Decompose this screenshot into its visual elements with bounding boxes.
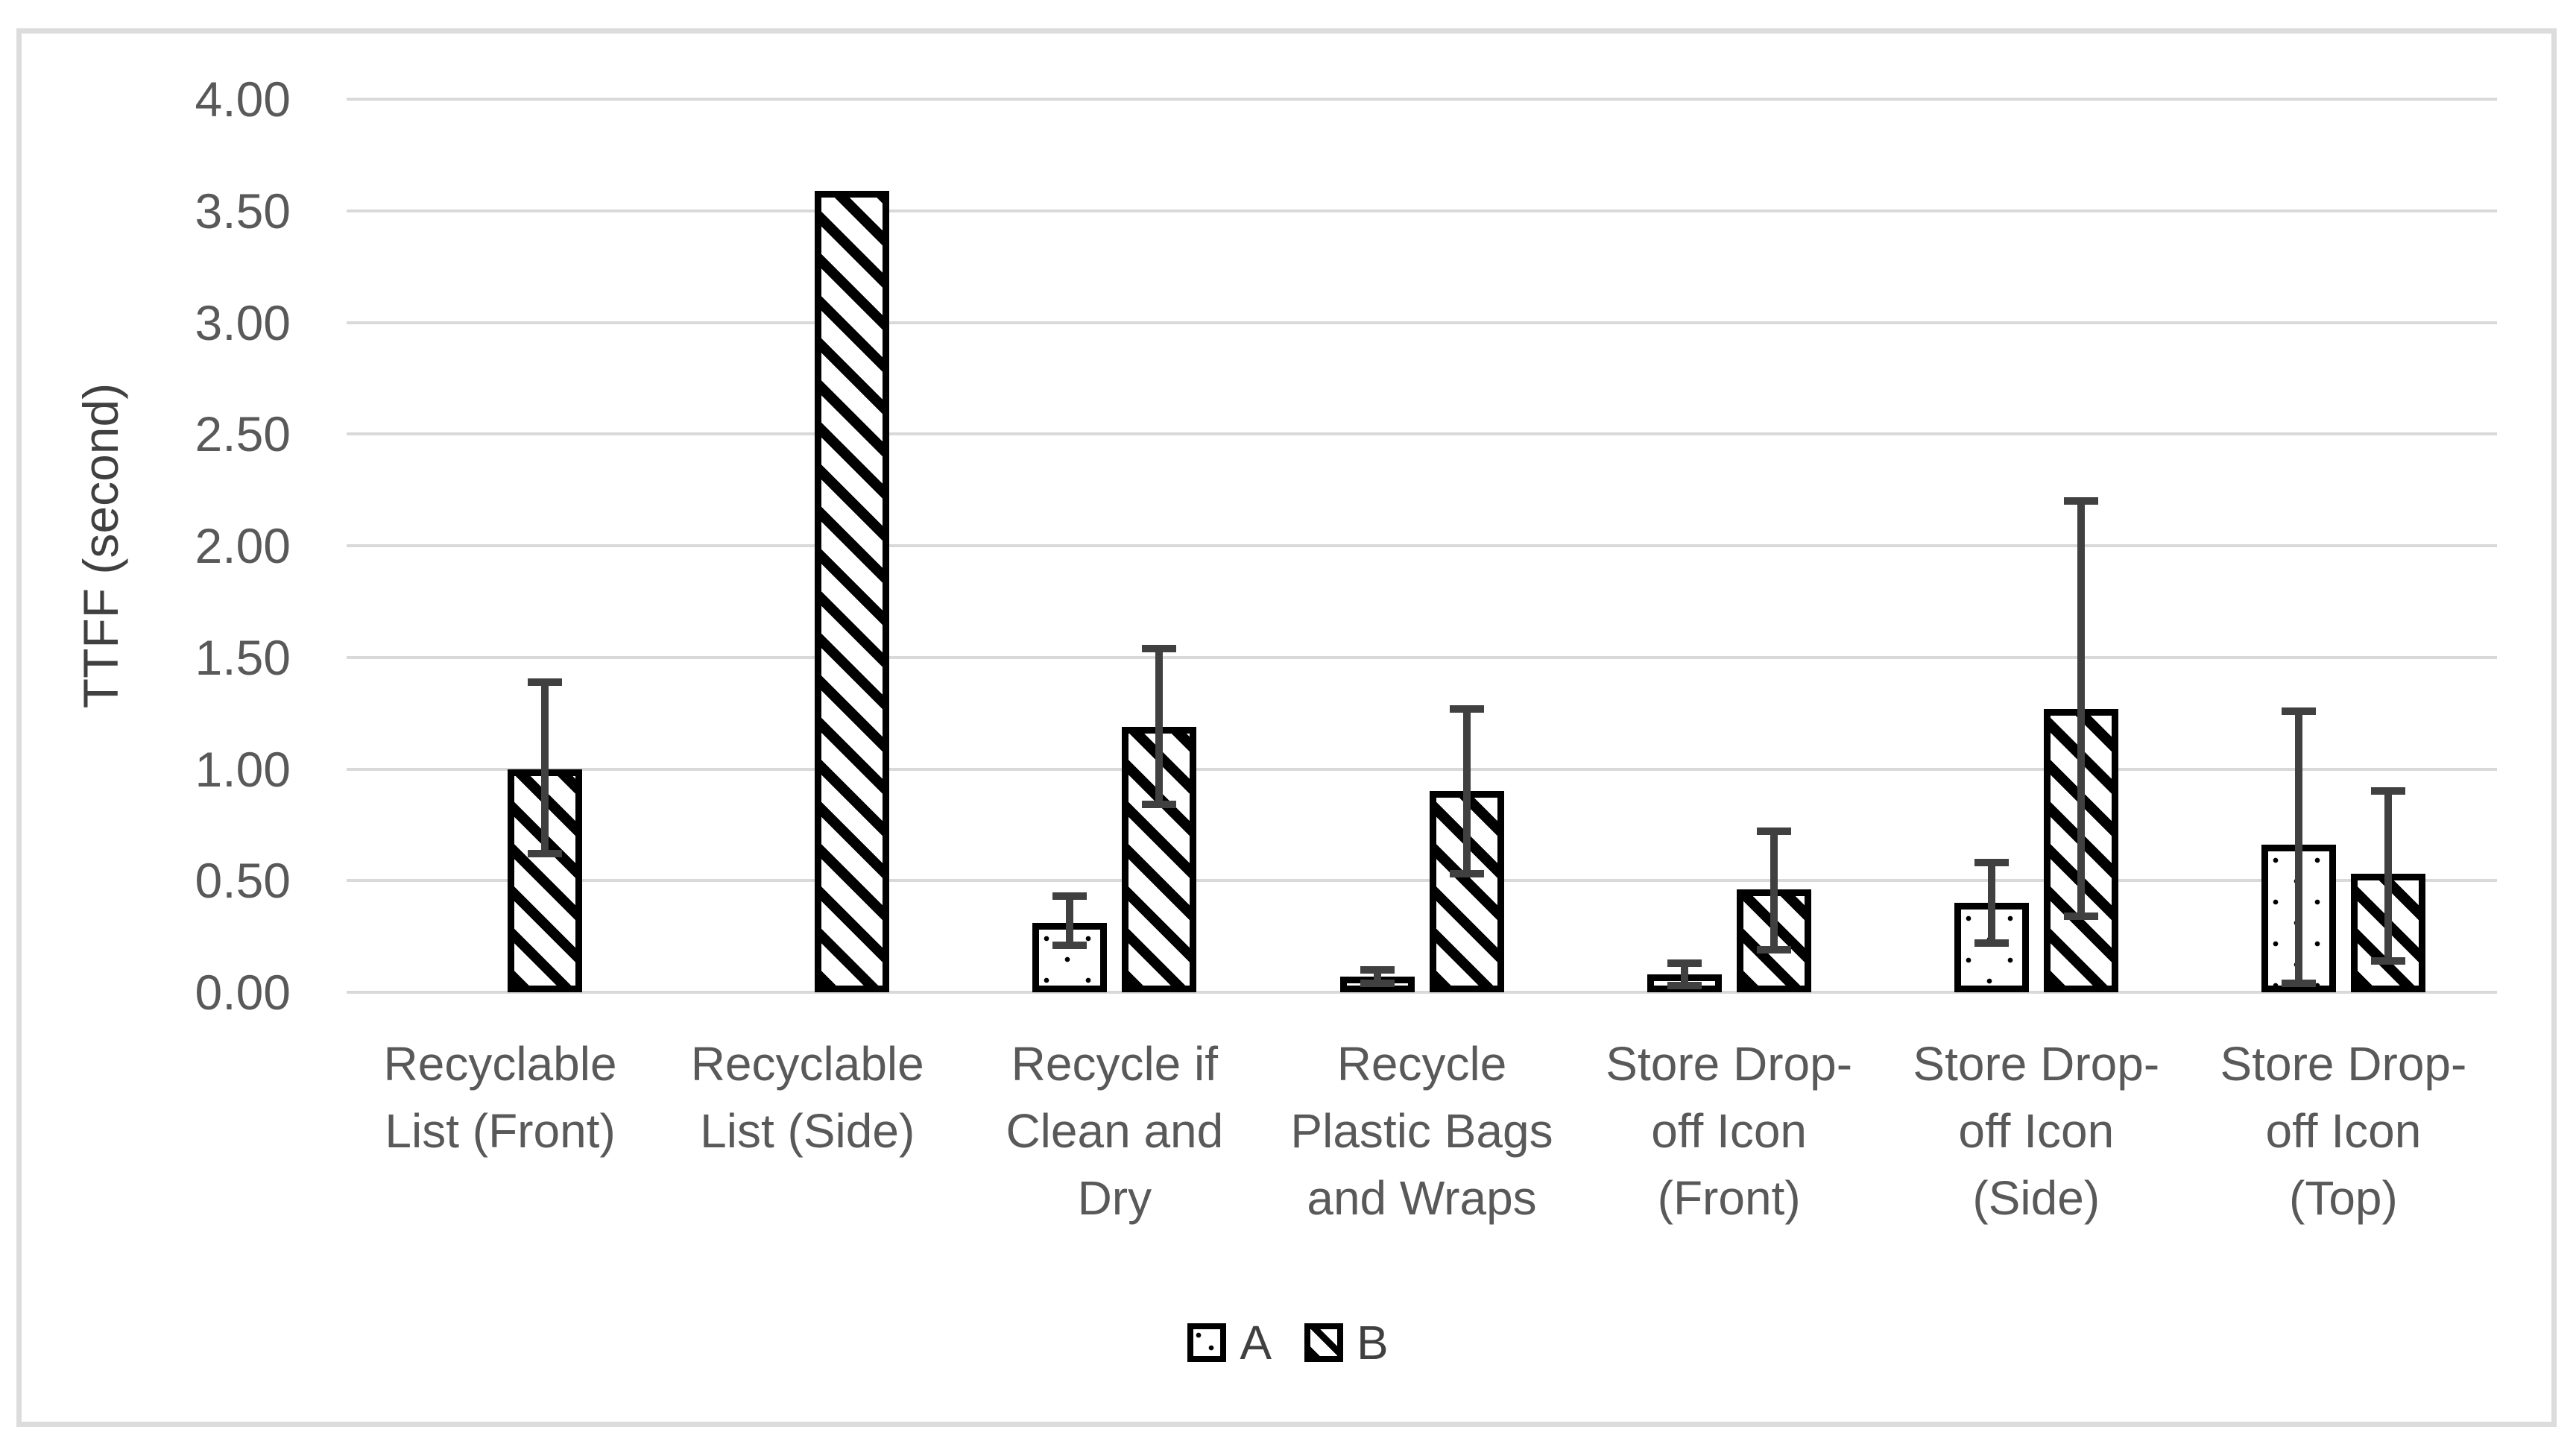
bar-series-B-cat-1 bbox=[508, 769, 583, 992]
error-bar-line bbox=[1462, 708, 1471, 874]
error-bar-line bbox=[1987, 863, 1995, 944]
gridline bbox=[347, 209, 2497, 212]
error-bar-line bbox=[1155, 648, 1164, 805]
error-bar-cap-top bbox=[2281, 707, 2316, 715]
error-bar-line bbox=[2077, 501, 2085, 917]
error-bar-cap-top bbox=[1052, 892, 1087, 901]
y-tick-label: 0.00 bbox=[195, 965, 291, 1020]
gridline bbox=[347, 432, 2497, 436]
x-category-label: Store Drop- off Icon (Front) bbox=[1606, 1037, 1853, 1225]
legend-key-B-pattern-icon bbox=[1304, 1323, 1343, 1362]
legend-item-B: B bbox=[1304, 1315, 1389, 1370]
y-tick-label: 2.50 bbox=[195, 406, 291, 462]
x-category-label: Store Drop- off Icon (Top) bbox=[2220, 1037, 2467, 1225]
error-bar-cap-top bbox=[1449, 704, 1484, 713]
legend-item-A: A bbox=[1187, 1315, 1272, 1370]
error-bar-line bbox=[1373, 970, 1381, 984]
error-bar-cap-top bbox=[1974, 859, 2009, 867]
error-bar-cap-bottom bbox=[1667, 982, 1702, 989]
error-bar-cap-top bbox=[1667, 959, 1702, 968]
legend-label-B: B bbox=[1357, 1316, 1389, 1369]
gridline bbox=[347, 544, 2497, 547]
x-category-label: Recyclable List (Front) bbox=[383, 1037, 617, 1158]
error-bar-cap-bottom bbox=[1974, 939, 2009, 948]
y-tick-label: 1.50 bbox=[195, 629, 291, 685]
error-bar-cap-top bbox=[1142, 644, 1177, 652]
chart-border bbox=[16, 28, 2557, 1427]
error-bar-cap-bottom bbox=[1449, 870, 1484, 878]
y-tick-label: 4.00 bbox=[195, 72, 291, 127]
x-category-label: Recycle Plastic Bags and Wraps bbox=[1290, 1037, 1553, 1225]
error-bar-cap-bottom bbox=[1142, 801, 1177, 809]
error-bar-cap-bottom bbox=[1052, 942, 1087, 950]
legend-label-A: A bbox=[1240, 1316, 1272, 1369]
error-bar-cap-bottom bbox=[1360, 980, 1395, 988]
gridline bbox=[347, 321, 2497, 324]
error-bar-cap-top bbox=[2370, 787, 2405, 795]
error-bar-line bbox=[1680, 963, 1688, 986]
error-bar-line bbox=[2384, 791, 2392, 962]
gridline bbox=[347, 98, 2497, 101]
error-bar-line bbox=[2294, 710, 2302, 983]
error-bar-cap-bottom bbox=[2370, 957, 2405, 965]
error-bar-line bbox=[1770, 831, 1778, 951]
legend-key-A-pattern-icon bbox=[1187, 1323, 1227, 1362]
gridline bbox=[347, 879, 2497, 883]
error-bar-cap-bottom bbox=[2281, 980, 2316, 988]
error-bar-cap-top bbox=[1360, 966, 1395, 974]
gridline bbox=[347, 991, 2497, 994]
bar-series-B-cat-2 bbox=[815, 190, 890, 992]
y-tick-label: 0.50 bbox=[195, 853, 291, 909]
error-bar-cap-top bbox=[1756, 828, 1791, 836]
y-tick-label: 3.50 bbox=[195, 183, 291, 239]
y-tick-label: 1.00 bbox=[195, 741, 291, 797]
gridline bbox=[347, 655, 2497, 659]
error-bar-line bbox=[1066, 896, 1074, 946]
error-bar-cap-bottom bbox=[1756, 946, 1791, 954]
gridline bbox=[347, 767, 2497, 771]
x-category-label: Recyclable List (Side) bbox=[690, 1037, 924, 1158]
error-bar-line bbox=[541, 681, 549, 854]
error-bar-cap-top bbox=[2063, 497, 2098, 505]
x-category-label: Store Drop- off Icon (Side) bbox=[1913, 1037, 2160, 1225]
x-category-label: Recycle if Clean and Dry bbox=[1006, 1037, 1224, 1225]
error-bar-cap-top bbox=[528, 678, 563, 686]
error-bar-cap-bottom bbox=[2063, 912, 2098, 921]
y-tick-label: 2.00 bbox=[195, 518, 291, 573]
error-bar-cap-bottom bbox=[528, 850, 563, 858]
y-tick-label: 3.00 bbox=[195, 294, 291, 350]
